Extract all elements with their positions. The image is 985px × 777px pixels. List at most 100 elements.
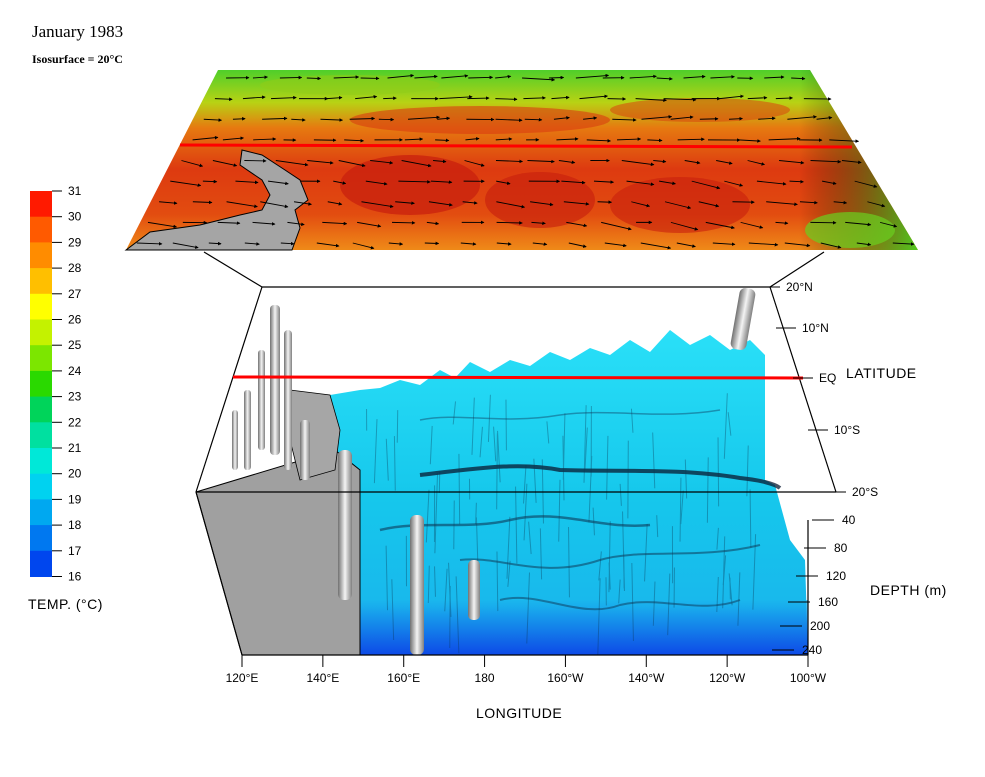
wind-vector-arrow (768, 136, 801, 141)
wind-vector-arrow (810, 159, 842, 164)
colorbar-swatch (30, 473, 52, 500)
wind-vector-arrow (756, 180, 787, 186)
wind-vector-arrow (747, 96, 768, 100)
longitude-tick-label: 180 (475, 671, 495, 685)
wind-vector-arrow (252, 75, 268, 79)
projection-lines (203, 251, 825, 288)
wind-vector-arrow (235, 180, 259, 185)
wind-vector-arrow (524, 117, 543, 122)
wind-vector-arrow (495, 74, 512, 79)
colorbar-swatch (30, 499, 52, 526)
wind-vector-arrow (307, 160, 334, 165)
wind-vector-arrow (604, 242, 627, 248)
wind-vector-arrow (441, 74, 469, 79)
wind-vector-arrow (670, 221, 699, 231)
wind-vector-arrow (468, 75, 494, 80)
isosurface-20c (330, 288, 808, 656)
latitude-tick-label: 10°S (834, 423, 860, 437)
wind-vector-arrow (556, 137, 579, 141)
wind-vector-arrow (856, 242, 872, 247)
colorbar-tick-label: 24 (68, 364, 82, 378)
colorbar-swatch (30, 422, 52, 449)
equator-line-surface (179, 143, 853, 149)
wind-vector-arrow (617, 137, 642, 141)
wind-vector-arrow (159, 201, 178, 205)
colorbar-swatch (30, 191, 52, 218)
wind-vector-arrow (208, 241, 222, 246)
colorbar-tick-label: 21 (68, 441, 82, 455)
wind-vector-arrow (388, 242, 404, 246)
wind-vector-arrow (575, 73, 610, 79)
wind-vector-arrow (426, 221, 440, 226)
wind-vector-arrow (829, 139, 860, 143)
wind-vector-arrow (663, 97, 697, 102)
wind-vector-arrow (170, 180, 202, 187)
wind-vector-arrow (407, 115, 441, 120)
wind-vector-arrow (766, 201, 798, 206)
wind-vector-arrow (833, 200, 848, 205)
longitude-tick-label: 100°W (790, 671, 827, 685)
wind-vector-arrow (327, 95, 343, 100)
colorbar-swatch (30, 370, 52, 398)
wind-vector-arrow (621, 160, 655, 167)
wind-vector-arrow (212, 160, 238, 167)
longitude-tick-label: 120°E (226, 671, 259, 685)
colorbar-tick-label: 26 (68, 313, 82, 327)
wind-vector-arrow (677, 137, 705, 142)
wind-vector-arrow (640, 242, 672, 250)
wind-vector-arrow (214, 97, 233, 102)
wind-vector-arrow (775, 96, 794, 100)
wind-vector-arrow (414, 74, 438, 79)
colorbar-tick-label: 25 (68, 338, 82, 352)
colorbar-tick-label: 19 (68, 492, 82, 506)
wind-vector-arrow (531, 221, 546, 225)
colorbar-swatch (30, 319, 52, 346)
wind-vector-arrow (333, 75, 360, 79)
isosurface-spike-east (730, 288, 756, 350)
colorbar-tick-label: 18 (68, 518, 82, 532)
wind-vector-arrow (787, 115, 817, 120)
wind-vector-arrow (867, 201, 886, 208)
wind-vector-arrow (729, 116, 743, 121)
frame-front (195, 491, 836, 656)
colorbar-swatch (30, 216, 52, 243)
depth-tick-label: 40 (842, 513, 856, 527)
longitude-axis: 120°E 140°E 160°E 180 160°W 140°W 120°W 100°W (226, 655, 827, 685)
temperature-colorbar: 31 30 29 28 27 26 25 24 23 22 21 20 19 18 17 16 (30, 184, 82, 584)
wind-vector-arrow (136, 241, 163, 246)
wind-vector-arrow (192, 135, 219, 141)
figure-title: January 1983 (32, 22, 124, 41)
colorbar-swatch (30, 550, 52, 577)
colorbar-tick-label: 30 (68, 210, 82, 224)
wind-vector-arrow (710, 75, 735, 79)
wind-vector-arrow (747, 160, 766, 166)
wind-vector-arrow (523, 96, 546, 100)
wind-vector-arrow (561, 180, 586, 185)
wind-vector-arrow (291, 118, 306, 122)
latitude-tick-label: 20°N (786, 280, 813, 294)
longitude-tick-label: 140°E (306, 671, 339, 685)
wind-vector-arrow (553, 116, 570, 120)
latitude-tick-label: 20°S (852, 485, 878, 499)
wind-vector-arrow (789, 179, 804, 184)
wind-vector-arrow (232, 117, 246, 121)
wind-vector-arrow (791, 76, 806, 81)
colorbar-swatch (30, 242, 52, 269)
wind-vector-arrow (496, 180, 511, 185)
wind-vector-arrow (551, 95, 570, 100)
wind-vector-arrow (275, 160, 309, 167)
isosurface-spike-160e (410, 515, 424, 655)
wind-vector-arrow (344, 138, 365, 143)
longitude-tick-label: 160°E (387, 671, 420, 685)
wind-vector-arrow (558, 160, 576, 165)
wind-vector-arrow (593, 180, 615, 184)
wind-vector-arrow (306, 76, 322, 81)
wind-vector-arrow (226, 201, 258, 208)
wind-vector-arrow (530, 201, 554, 207)
wind-vector-arrow (684, 160, 701, 165)
wind-vector-arrow (338, 160, 366, 168)
latitude-axis-title: LATITUDE (846, 365, 917, 381)
wind-vector-arrow (387, 73, 415, 79)
wind-vector-arrow (716, 160, 733, 165)
